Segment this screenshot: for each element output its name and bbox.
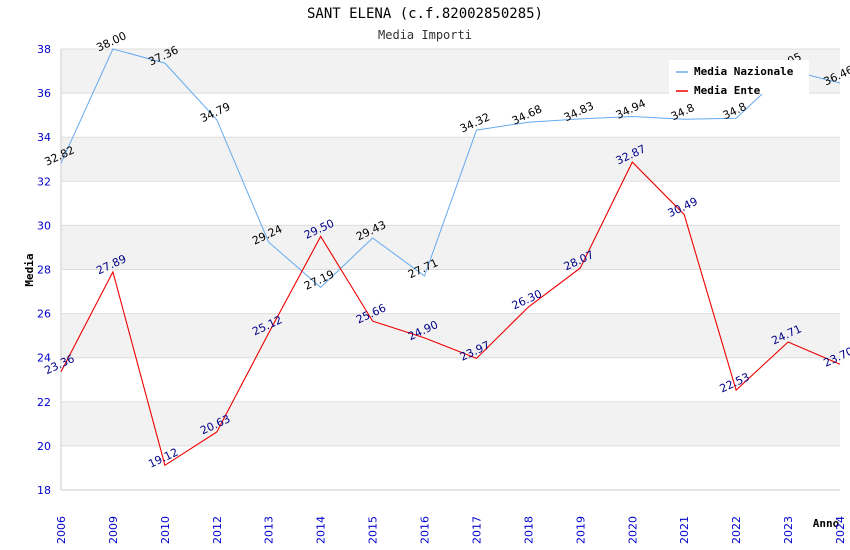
y-tick-label: 24: [37, 352, 51, 365]
x-tick-label: 2024: [834, 516, 847, 544]
grid-lines: [60, 48, 840, 491]
y-tick-label: 36: [37, 87, 51, 100]
x-axis-ticks: 2006 2009 2010 2012 2013 2014 2015 2016 2017 2018…: [55, 516, 847, 544]
legend-label-media-ente: Media Ente: [694, 84, 761, 97]
x-tick-label: 2015: [367, 516, 380, 544]
legend-box: [669, 60, 809, 94]
y-axis-label: Media: [23, 253, 36, 286]
legend: Media Nazionale Media Ente: [669, 60, 809, 97]
x-tick-label: 2020: [626, 516, 639, 544]
legend-label-media-nazionale: Media Nazionale: [694, 65, 794, 78]
y-tick-label: 38: [37, 43, 51, 56]
x-tick-label: 2016: [419, 516, 432, 544]
grid-band: [61, 313, 840, 358]
x-tick-label: 2019: [574, 516, 587, 544]
y-tick-label: 28: [37, 264, 51, 277]
x-tick-label: 2022: [730, 516, 743, 544]
y-tick-label: 30: [37, 219, 51, 232]
y-tick-label: 18: [37, 484, 51, 497]
x-tick-label: 2017: [470, 516, 483, 544]
x-tick-label: 2021: [678, 516, 691, 544]
grid-band: [61, 357, 840, 402]
series-lines: [60, 48, 841, 467]
grid-band: [61, 269, 840, 314]
x-tick-label: 2018: [522, 516, 535, 544]
y-tick-label: 22: [37, 396, 51, 409]
x-tick-label: 2014: [315, 516, 328, 544]
grid-band: [61, 401, 840, 446]
grid-band: [61, 93, 840, 138]
x-tick-label: 2010: [159, 516, 172, 544]
grid-bands: [61, 49, 840, 490]
x-tick-label: 2013: [263, 516, 276, 544]
x-axis-label: Anno: [813, 517, 840, 530]
x-tick-label: 2009: [107, 516, 120, 544]
y-axis-ticks: 18 20 22 24 26 28 30 32 34 36 38: [37, 43, 51, 497]
y-tick-label: 26: [37, 308, 51, 321]
grid-band: [61, 445, 840, 490]
series-line-media-ente: [60, 161, 841, 467]
x-tick-label: 2006: [55, 516, 68, 544]
y-tick-label: 20: [37, 440, 51, 453]
y-tick-label: 32: [37, 175, 51, 188]
grid-band: [61, 225, 840, 270]
y-tick-label: 34: [37, 131, 51, 144]
x-tick-label: 2012: [211, 516, 224, 544]
chart-title: SANT ELENA (c.f.82002850285): [307, 6, 543, 22]
chart-subtitle: Media Importi: [378, 28, 472, 42]
series-line-media-nazionale: [60, 48, 841, 289]
x-tick-label: 2023: [782, 516, 795, 544]
grid-band: [61, 137, 840, 182]
